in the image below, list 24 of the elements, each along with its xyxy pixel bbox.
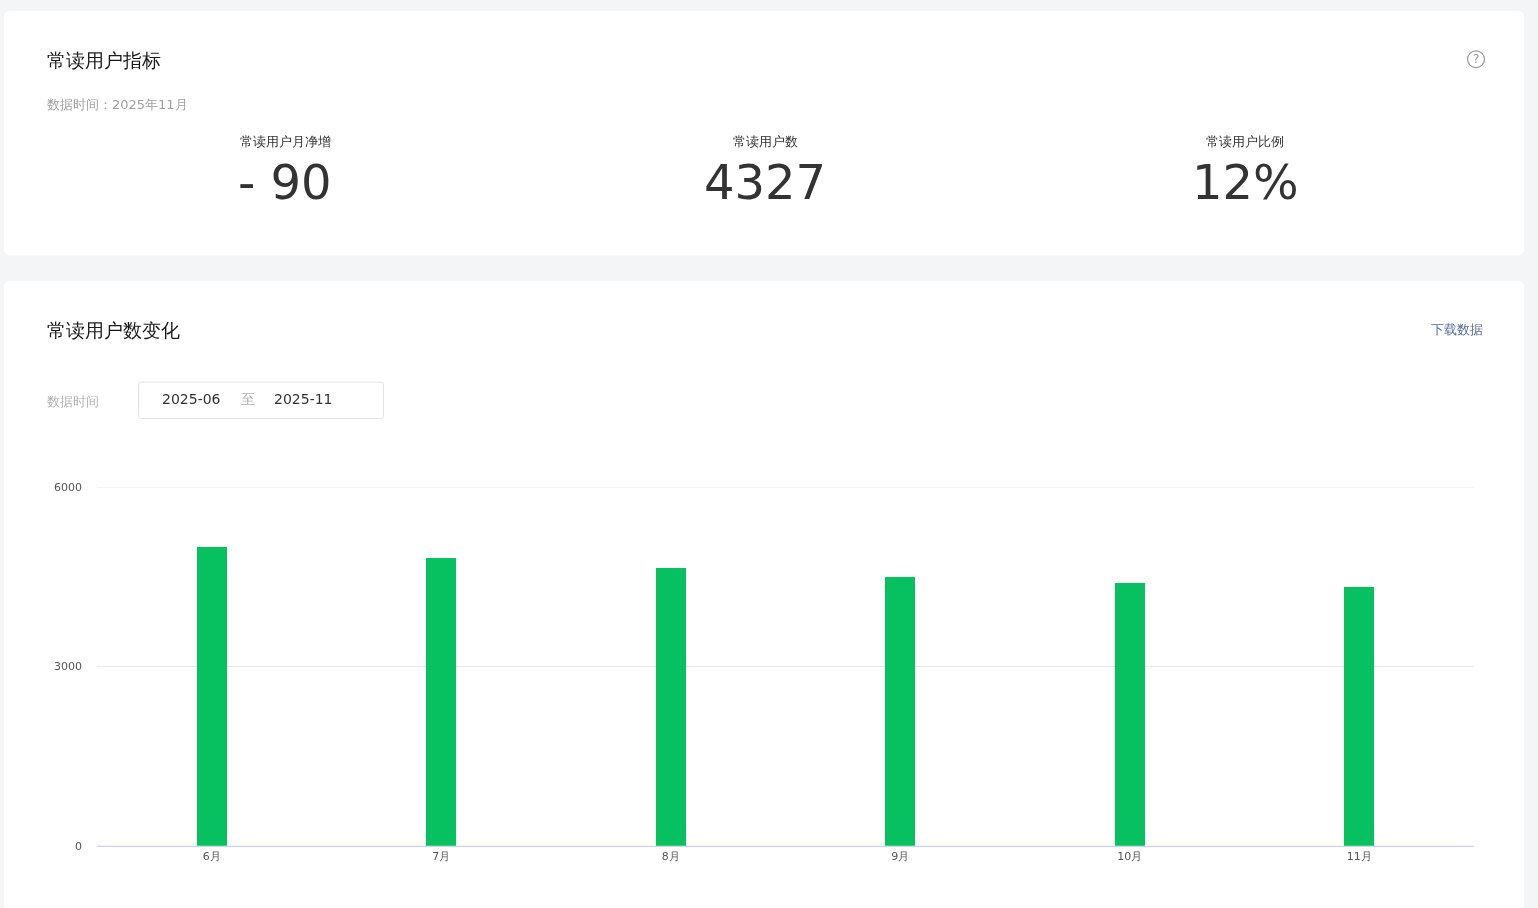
text: 常读用户指标 bbox=[47, 49, 161, 71]
text: 常读用户比例 bbox=[1206, 134, 1284, 149]
text: 数据时间 bbox=[47, 394, 99, 409]
x-tick-label: 10月 bbox=[1117, 850, 1143, 863]
text: 12% bbox=[1192, 154, 1299, 210]
text: 数据时间：2025年11月 bbox=[47, 97, 188, 112]
x-tick-label: 6月 bbox=[202, 850, 221, 863]
x-tick-label: 7月 bbox=[432, 850, 451, 863]
y-tick-label: 3000 bbox=[54, 660, 82, 674]
x-tick-label: 8月 bbox=[661, 850, 680, 863]
text: 常读用户月净增 bbox=[240, 134, 331, 149]
y-tick-label: 0 bbox=[75, 839, 82, 853]
text: 常读用户数 bbox=[733, 134, 798, 149]
x-tick-label: 9月 bbox=[891, 850, 910, 863]
x-tick-label: 11月 bbox=[1346, 850, 1372, 863]
y-tick-label: 6000 bbox=[54, 480, 82, 494]
text: ? bbox=[1473, 52, 1480, 66]
chart-title: 常读用户数变化 bbox=[47, 319, 180, 341]
text: 下载数据 bbox=[1431, 322, 1483, 337]
text: 4327 bbox=[704, 154, 827, 210]
text: - 90 bbox=[238, 154, 332, 210]
text: 2025-11 bbox=[274, 391, 333, 407]
text: 2025-06 bbox=[162, 391, 221, 407]
text: 至 bbox=[241, 391, 255, 407]
